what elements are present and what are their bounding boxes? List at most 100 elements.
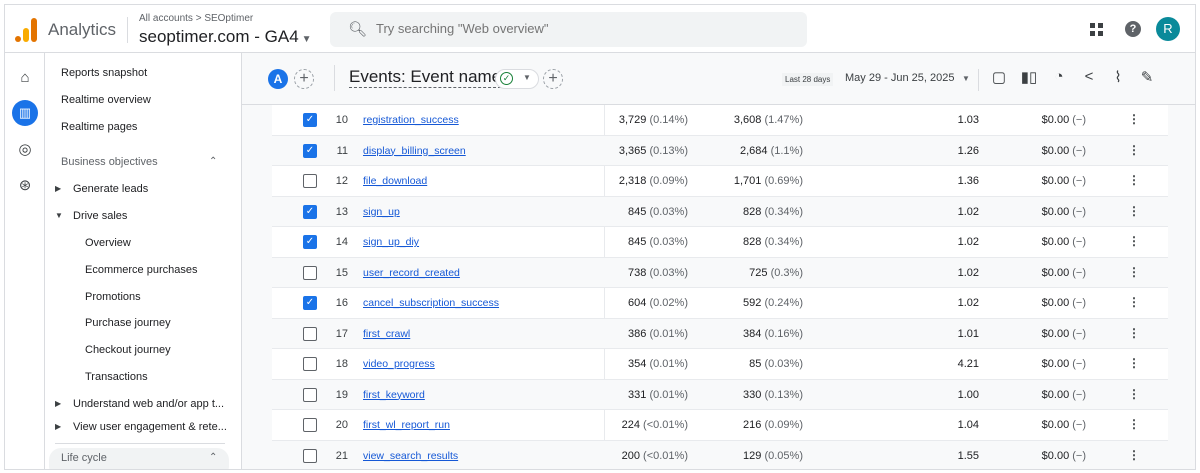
report-status-chip[interactable]: ✓ ▼ [495, 69, 539, 89]
insights-icon[interactable]: ◔ [1054, 68, 1064, 85]
event-name-link[interactable]: user_record_created [363, 266, 460, 279]
caret-down-icon: ▼ [301, 34, 312, 45]
note-icon[interactable]: ▢ [991, 69, 1007, 86]
share-icon[interactable]: < [1084, 68, 1094, 85]
sidebar-item-promotions[interactable]: Promotions [85, 291, 141, 303]
more-vert-icon[interactable]: ⋮ [1128, 295, 1140, 309]
event-name-link[interactable]: registration_success [363, 114, 459, 126]
metric-percent: (−) [1072, 114, 1086, 126]
section-business-objectives[interactable]: Business objectives [61, 156, 158, 168]
sidebar-item-purchase-journey[interactable]: Purchase journey [85, 317, 171, 329]
event-name-link[interactable]: sign_up [363, 205, 400, 218]
more-vert-icon[interactable]: ⋮ [1128, 264, 1140, 279]
avatar[interactable]: R [1156, 17, 1180, 41]
row-checkbox[interactable]: ✓ [303, 296, 317, 310]
home-icon[interactable]: ⌂ [20, 69, 30, 86]
metric-percent: (0.03%) [649, 236, 688, 248]
caret-down-icon[interactable]: ▼ [962, 74, 970, 83]
row-checkbox[interactable]: ✓ [303, 143, 317, 158]
breadcrumb[interactable]: All accounts > SEOptimer [139, 13, 254, 24]
more-vert-icon[interactable]: ⋮ [1128, 417, 1140, 431]
metric-percent: (0.24%) [764, 297, 803, 309]
sidebar-item-ecommerce-purchases[interactable]: Ecommerce purchases [85, 264, 198, 276]
sidebar-group-generate-leads[interactable]: Generate leads [73, 183, 149, 195]
row-checkbox[interactable] [303, 448, 317, 463]
more-vert-icon[interactable]: ⋮ [1128, 447, 1140, 462]
sidebar-group-understand-web-app[interactable]: Understand web and/or app t... [73, 398, 225, 410]
sidebar-group-drive-sales[interactable]: Drive sales [73, 210, 128, 222]
date-range-picker[interactable]: May 29 - Jun 25, 2025 [845, 72, 955, 84]
row-checkbox[interactable] [303, 357, 317, 371]
property-selector[interactable]: seoptimer.com - GA4 ▼ [139, 27, 312, 47]
row-checkbox[interactable] [303, 265, 317, 280]
page-title[interactable]: Events: Event name [349, 67, 502, 88]
event-name-link[interactable]: sign_up_diy [363, 236, 420, 248]
sidebar-item-realtime-overview[interactable]: Realtime overview [61, 94, 151, 106]
row-checkbox[interactable]: ✓ [303, 204, 317, 219]
metric-percent: (0.02%) [649, 297, 688, 309]
metric-3: 1.02 [957, 205, 979, 218]
more-vert-icon[interactable]: ⋮ [1128, 173, 1140, 187]
event-name-link[interactable]: first_wl_report_run [363, 419, 450, 431]
row-checkbox[interactable] [303, 174, 317, 188]
comparison-all-users[interactable]: A [268, 69, 288, 89]
revenue: $0.00 (−) [1042, 328, 1086, 340]
advertising-icon[interactable]: ⊛ [18, 177, 32, 194]
date-preset-label[interactable]: Last 28 days [782, 73, 834, 86]
event-name-link[interactable]: file_download [363, 175, 428, 187]
more-vert-icon[interactable]: ⋮ [1128, 325, 1140, 340]
metric-3: 1.02 [957, 236, 979, 248]
row-checkbox[interactable]: ✓ [303, 113, 317, 127]
table-row: 19 first_keyword 331 (0.01%) 330 (0.13%)… [272, 379, 1168, 410]
metric-1: 3,729 (0.14%) [619, 114, 688, 126]
sidebar-item-overview[interactable]: Overview [85, 237, 131, 249]
compare-columns-icon[interactable]: ▮▯ [1020, 69, 1038, 86]
sidebar-item-realtime-pages[interactable]: Realtime pages [61, 121, 138, 133]
explore-icon[interactable]: ◎ [18, 141, 32, 158]
sidebar-item-reports-snapshot[interactable]: Reports snapshot [61, 67, 148, 79]
metric-2: 592 (0.24%) [743, 297, 803, 309]
divider [127, 17, 128, 43]
metric-value: $0.00 [1041, 266, 1070, 279]
help-icon[interactable]: ? [1125, 21, 1141, 37]
trend-sparkle-icon[interactable]: ⌇ [1114, 69, 1122, 86]
more-vert-icon[interactable]: ⋮ [1128, 112, 1140, 126]
more-vert-icon[interactable]: ⋮ [1128, 386, 1140, 401]
row-checkbox[interactable] [303, 326, 317, 341]
sidebar-item-checkout-journey[interactable]: Checkout journey [85, 344, 171, 356]
analytics-logo-icon[interactable] [15, 18, 37, 42]
event-name-link[interactable]: display_billing_screen [363, 144, 466, 157]
chevron-up-icon[interactable]: ⌃ [209, 156, 218, 167]
section-life-cycle[interactable]: Life cycle ⌃ [49, 448, 229, 469]
metric-1: 354 (0.01%) [628, 358, 688, 370]
search-bar[interactable]: 🔍︎ [330, 12, 807, 47]
more-vert-icon[interactable]: ⋮ [1128, 356, 1140, 370]
event-name-link[interactable]: cancel_subscription_success [363, 297, 499, 309]
event-name-link[interactable]: view_search_results [363, 449, 459, 462]
edit-pencil-icon[interactable]: ✎ [1140, 69, 1154, 86]
metric-3: 1.36 [957, 175, 979, 187]
revenue: $0.00 (−) [1042, 175, 1086, 187]
table-row: 21 view_search_results 200 (<0.01%) 129 … [272, 440, 1168, 469]
event-name-link[interactable]: video_progress [363, 358, 435, 370]
add-comparison-button[interactable]: + [294, 69, 314, 89]
event-name-link[interactable]: first_crawl [363, 327, 411, 340]
sidebar-group-user-engagement[interactable]: View user engagement & rete... [73, 421, 227, 433]
row-checkbox[interactable] [303, 418, 317, 432]
metric-percent: (0.05%) [764, 449, 803, 462]
apps-grid-icon[interactable] [1090, 23, 1103, 36]
chevron-up-icon[interactable]: ⌃ [209, 452, 218, 463]
more-vert-icon[interactable]: ⋮ [1128, 234, 1140, 248]
metric-2: 85 (0.03%) [749, 358, 803, 370]
reports-icon[interactable]: ▥ [12, 100, 38, 126]
event-name-link[interactable]: first_keyword [363, 388, 425, 401]
search-input[interactable] [376, 21, 776, 36]
more-vert-icon[interactable]: ⋮ [1128, 203, 1140, 218]
row-checkbox[interactable]: ✓ [303, 235, 317, 249]
more-vert-icon[interactable]: ⋮ [1128, 142, 1140, 157]
expand-arrow-icon: ▶ [55, 399, 62, 408]
row-checkbox[interactable] [303, 387, 317, 402]
metric-percent: (0.69%) [764, 175, 803, 187]
add-filter-button[interactable]: + [543, 69, 563, 89]
sidebar-item-transactions[interactable]: Transactions [85, 371, 148, 383]
